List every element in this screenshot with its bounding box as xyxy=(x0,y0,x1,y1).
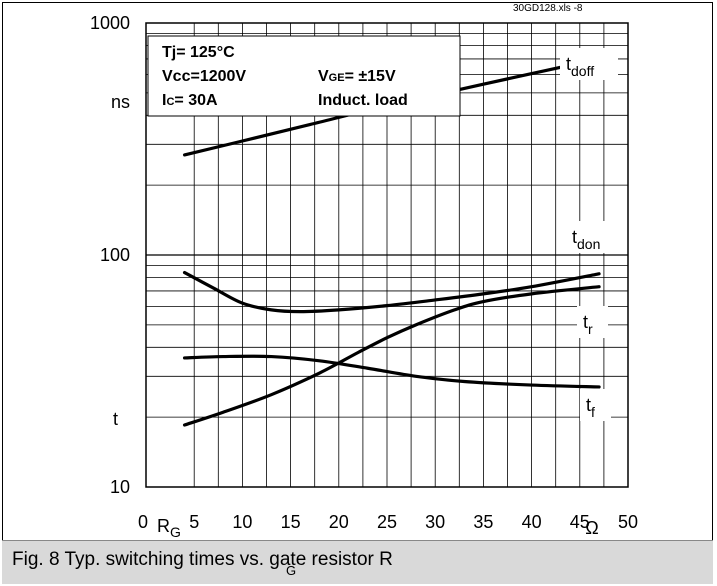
condition-load: Induct. load xyxy=(318,92,408,109)
series-line-r xyxy=(182,285,601,427)
series-label-bg-f xyxy=(580,389,611,421)
file-tag: 30GD128.xls -8 xyxy=(513,3,583,14)
x-tick-label: 5 xyxy=(189,512,199,532)
x-tick-label: 10 xyxy=(232,512,252,532)
x-tick-label: 0 xyxy=(138,512,148,532)
conditions-box-background xyxy=(147,35,461,117)
x-axis-symbol: RG xyxy=(157,516,181,540)
x-tick-label: 40 xyxy=(522,512,542,532)
caption-text: Fig. 8 Typ. switching times vs. gate res… xyxy=(12,549,393,570)
series-line-don xyxy=(182,270,601,314)
series-label-bg-doff xyxy=(560,48,618,80)
series-label-doff: tdoff xyxy=(566,54,594,79)
series-label-f: tf xyxy=(586,395,595,420)
plot-border xyxy=(145,22,629,488)
caption-subscript: G xyxy=(286,563,297,578)
x-tick-label: 30 xyxy=(425,512,445,532)
condition-tj: Tj= 125°C xyxy=(162,44,235,61)
condition-vge: VGE= ±15V xyxy=(318,68,396,85)
y-tick-label: 10 xyxy=(110,477,130,497)
series-label-r: tr xyxy=(583,312,593,337)
series-label-bg-don xyxy=(566,221,615,253)
figure-caption: Fig. 8 Typ. switching times vs. gate res… xyxy=(2,540,713,584)
condition-ic: IC= 30A xyxy=(162,92,218,109)
x-tick-label: 20 xyxy=(329,512,349,532)
condition-vcc: Vcc=1200V xyxy=(162,68,247,85)
y-axis-symbol: t xyxy=(113,409,118,429)
series-layer xyxy=(147,35,601,427)
y-tick-label: 1000 xyxy=(90,13,130,33)
x-tick-label: 50 xyxy=(618,512,638,532)
x-tick-label: 35 xyxy=(473,512,493,532)
x-tick-label: 15 xyxy=(281,512,301,532)
x-tick-label: 45 xyxy=(570,512,590,532)
x-axis-unit: Ω xyxy=(585,518,598,538)
series-label-bg-r xyxy=(577,306,608,338)
series-label-don: tdon xyxy=(572,227,600,252)
series-line-f xyxy=(182,354,601,389)
axis-labels: tdoff tdon tr tf 10 100 1000 ns t 0 5 10 15 20 25 30 35 4… xyxy=(90,13,638,540)
y-axis-unit: ns xyxy=(111,92,130,112)
y-tick-label: 100 xyxy=(100,245,130,265)
x-tick-label: 25 xyxy=(377,512,397,532)
